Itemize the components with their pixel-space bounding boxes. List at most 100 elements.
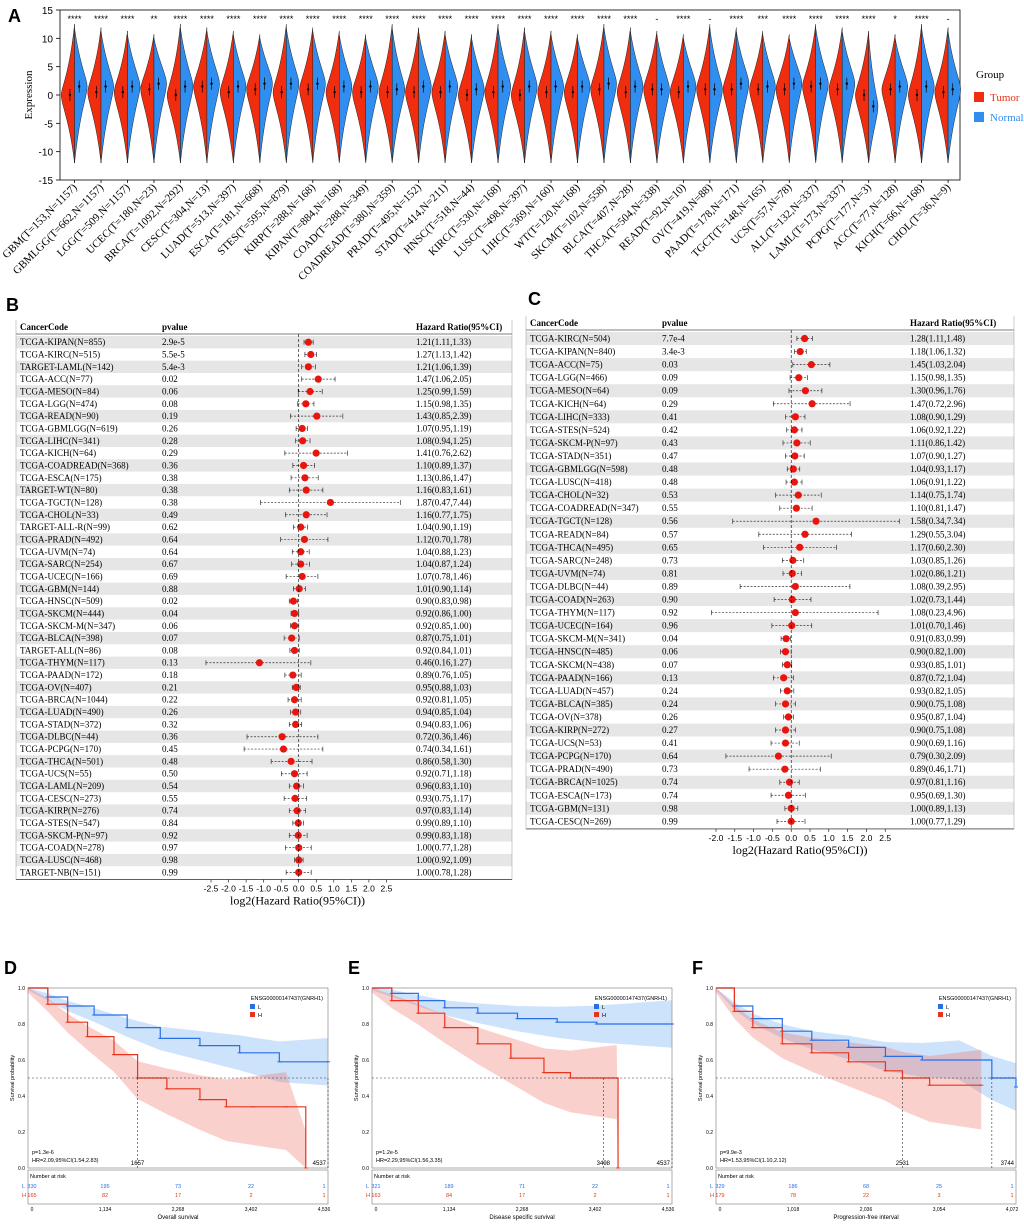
cancer-code: TCGA-CESC(N=273) (20, 793, 101, 803)
normal-median-point (898, 85, 901, 88)
normal-median-point (633, 85, 637, 88)
hazard-point (808, 400, 816, 408)
p-value: 0.45 (162, 744, 178, 754)
p-value: 0.08 (162, 645, 178, 655)
p-value: 0.38 (162, 497, 178, 507)
violin-tumor (537, 30, 552, 164)
normal-median-point (660, 88, 663, 91)
risk-low-count: 329 (715, 1184, 724, 1190)
row-band (526, 645, 1014, 659)
hazard-ratio-ci: 1.04(0.88,1.23) (416, 547, 472, 557)
hazard-ratio-ci: 0.93(0.85,1.01) (910, 660, 966, 670)
p-value: 0.41 (662, 738, 678, 748)
y-tick-label: 15 (42, 6, 54, 17)
hazard-ratio-ci: 1.87(0.47,7.44) (416, 497, 472, 507)
risk-high-count: 2 (593, 1193, 596, 1199)
hazard-ratio-ci: 1.07(0.78,1.46) (416, 571, 472, 581)
hazard-point (300, 535, 309, 544)
row-band (16, 705, 512, 719)
cancer-code: TCGA-PRAD(N=490) (530, 764, 613, 774)
tumor-median-point (68, 93, 72, 97)
column-header-hazard-ratio: Hazard Ratio(95%CI) (416, 322, 502, 332)
p-value: 0.42 (662, 425, 678, 435)
hazard-ratio-ci: 1.11(0.86,1.42) (910, 438, 965, 448)
risk-low-count: 195 (100, 1184, 109, 1190)
high-survival-curve (716, 987, 982, 1086)
row-band (16, 533, 512, 546)
p-value: 0.21 (162, 682, 178, 692)
risk-low-row-label: L (366, 1184, 369, 1190)
hazard-ratio-ci: 1.07(0.95,1.19) (416, 423, 472, 433)
y-tick-label: 0.8 (706, 1022, 713, 1028)
cancer-code: TCGA-BRCA(N=1044) (20, 695, 108, 705)
violin-tumor (564, 34, 578, 164)
panel-label-undefined: C (528, 289, 541, 309)
hazard-ratio-ci: 1.06(0.92,1.22) (910, 425, 966, 435)
panel-label-a: A (8, 6, 21, 26)
cancer-code: TCGA-PRAD(N=492) (20, 534, 103, 544)
hazard-ratio-text: HR=2.09,95%CI(1.54,2.83) (32, 1158, 99, 1164)
p-value: 0.88 (162, 584, 178, 594)
row-band (526, 540, 1014, 554)
row-band (16, 779, 512, 793)
cancer-code: TCGA-LAML(N=209) (20, 781, 104, 791)
hazard-ratio-ci: 1.15(0.98,1.35) (910, 373, 966, 383)
legend-low-swatch (938, 1004, 943, 1009)
violin-tumor (669, 34, 684, 164)
x-tick-label: 1,134 (99, 1207, 112, 1213)
panel-label-undefined: B (6, 295, 19, 315)
hazard-ratio-ci: 0.46(0.16,1.27) (416, 658, 472, 668)
hazard-ratio-ci: 1.18(1.06,1.32) (910, 347, 966, 357)
tumor-median-point (836, 88, 839, 91)
normal-median-point (686, 85, 690, 88)
hazard-point (290, 770, 299, 778)
cancer-code: TCGA-TGCT(N=128) (530, 516, 612, 526)
hazard-point (792, 504, 800, 512)
p-value-text: p=1.3e-6 (32, 1150, 54, 1156)
cancer-code: TCGA-COAD(N=278) (20, 843, 104, 853)
hazard-ratio-ci: 0.90(0.82,1.00) (910, 647, 966, 657)
normal-median-point (607, 82, 610, 85)
x-tick-label: 0 (31, 1207, 34, 1213)
p-value: 0.18 (162, 670, 178, 680)
risk-low-count: 1 (322, 1184, 325, 1190)
tumor-median-point (121, 90, 125, 94)
p-value: 0.54 (162, 781, 178, 791)
cancer-code: TARGET-ALL(N=86) (20, 645, 101, 655)
risk-high-count: 78 (790, 1193, 796, 1199)
significance-label: **** (835, 14, 850, 24)
violin-tumor (193, 27, 208, 164)
significance-label: **** (120, 14, 135, 24)
violin-normal (153, 38, 167, 164)
panel-d: D 1.0 0.8 0.6 0.4 0.2 0.0 Survival probability 1… (4, 958, 330, 1221)
significance-label: - (708, 14, 711, 24)
tumor-median-point (333, 90, 336, 94)
hazard-point (290, 646, 299, 655)
x-tick-label: -1.5 (727, 833, 742, 843)
tumor-median-point (174, 93, 178, 97)
hazard-ratio-ci: 1.45(1.03,2.04) (910, 360, 966, 370)
p-value-text: p=1.2e-5 (376, 1150, 398, 1156)
hazard-ratio-ci: 1.08(0.23,4.96) (910, 608, 966, 618)
cancer-code: TCGA-OV(N=378) (530, 712, 602, 722)
x-tick-label: -0.5 (274, 884, 289, 894)
hazard-point (302, 511, 310, 519)
x-tick-label: 2.0 (363, 884, 375, 894)
hazard-ratio-ci: 0.86(0.58,1.30) (416, 756, 472, 766)
hazard-point (293, 782, 301, 790)
row-band (526, 723, 1014, 737)
p-value: 0.62 (162, 522, 178, 532)
cancer-code: TCGA-CHOL(N=33) (20, 510, 99, 520)
violin-normal (391, 28, 406, 164)
cancer-code: TCGA-CESC(N=269) (530, 816, 611, 826)
violin-tumor (431, 30, 446, 164)
p-value: 0.13 (662, 673, 678, 683)
y-tick-label: 0.4 (18, 1094, 25, 1100)
violin-normal (418, 31, 432, 164)
normal-median-point (210, 82, 213, 85)
hazard-point (807, 361, 815, 369)
normal-median-point (766, 85, 769, 88)
hazard-point (793, 439, 801, 447)
cancer-code: TCGA-THYM(N=117) (530, 608, 615, 618)
y-tick-label: 0.2 (706, 1130, 713, 1136)
